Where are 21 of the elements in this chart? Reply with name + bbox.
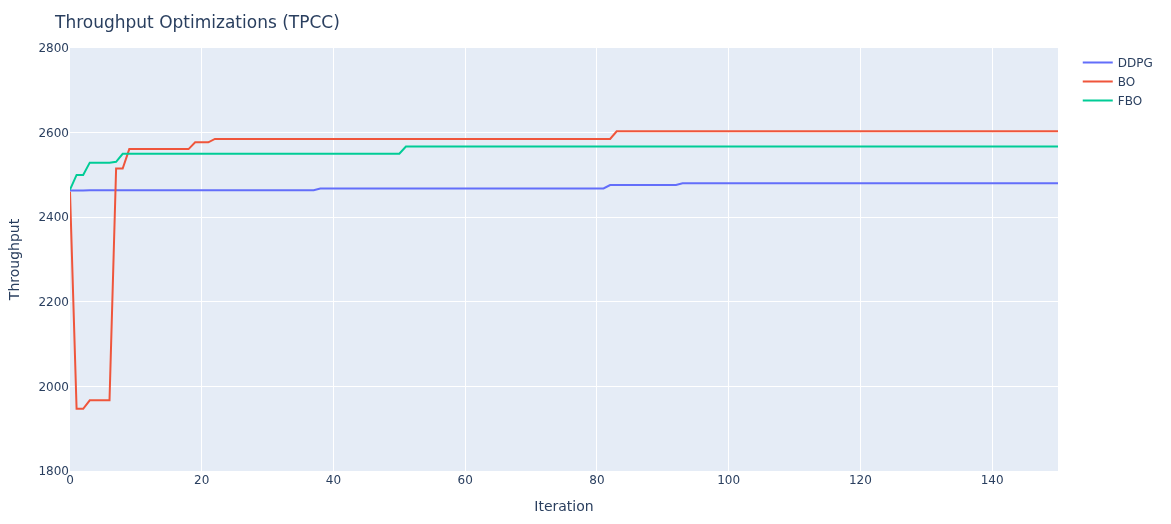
x-tick-label: 60 <box>457 473 473 487</box>
legend-label: FBO <box>1117 94 1143 109</box>
y-axis-title: Throughput <box>6 218 23 302</box>
x-tick-label: 20 <box>194 473 210 487</box>
y-tick-label: 2000 <box>38 379 69 394</box>
line-series <box>70 145 1058 191</box>
x-tick-label: 100 <box>717 473 741 487</box>
legend-label: DDPG <box>1117 56 1153 71</box>
x-tick-label: 80 <box>589 473 605 487</box>
x-tick-label: 120 <box>848 473 872 487</box>
chart-title: Throughput Optimizations (TPCC) <box>54 11 340 32</box>
x-tick-label: 40 <box>325 473 342 487</box>
y-tick-label: 2600 <box>38 125 69 140</box>
line-series <box>70 130 1058 410</box>
y-tick-label: 2800 <box>38 41 69 56</box>
line-series <box>70 182 1058 192</box>
legend-label: BO <box>1117 75 1136 90</box>
x-axis-title: Iteration <box>534 498 594 515</box>
y-tick-label: 2200 <box>38 295 69 309</box>
x-tick-label: 140 <box>980 473 1004 487</box>
y-tick-label: 2400 <box>38 210 69 225</box>
